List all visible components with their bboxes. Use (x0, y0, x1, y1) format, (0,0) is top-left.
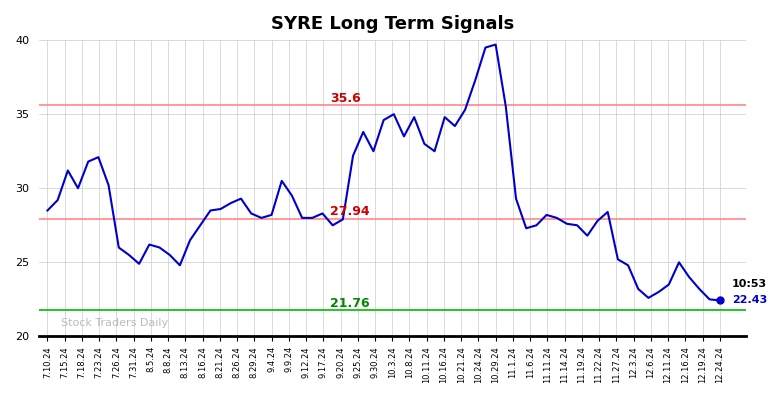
Text: 21.76: 21.76 (330, 297, 369, 310)
Title: SYRE Long Term Signals: SYRE Long Term Signals (270, 15, 514, 33)
Text: Stock Traders Daily: Stock Traders Daily (61, 318, 168, 328)
Text: 10:53: 10:53 (731, 279, 767, 289)
Text: 22.43: 22.43 (731, 295, 767, 305)
Text: 27.94: 27.94 (330, 205, 369, 218)
Text: 35.6: 35.6 (330, 92, 361, 105)
